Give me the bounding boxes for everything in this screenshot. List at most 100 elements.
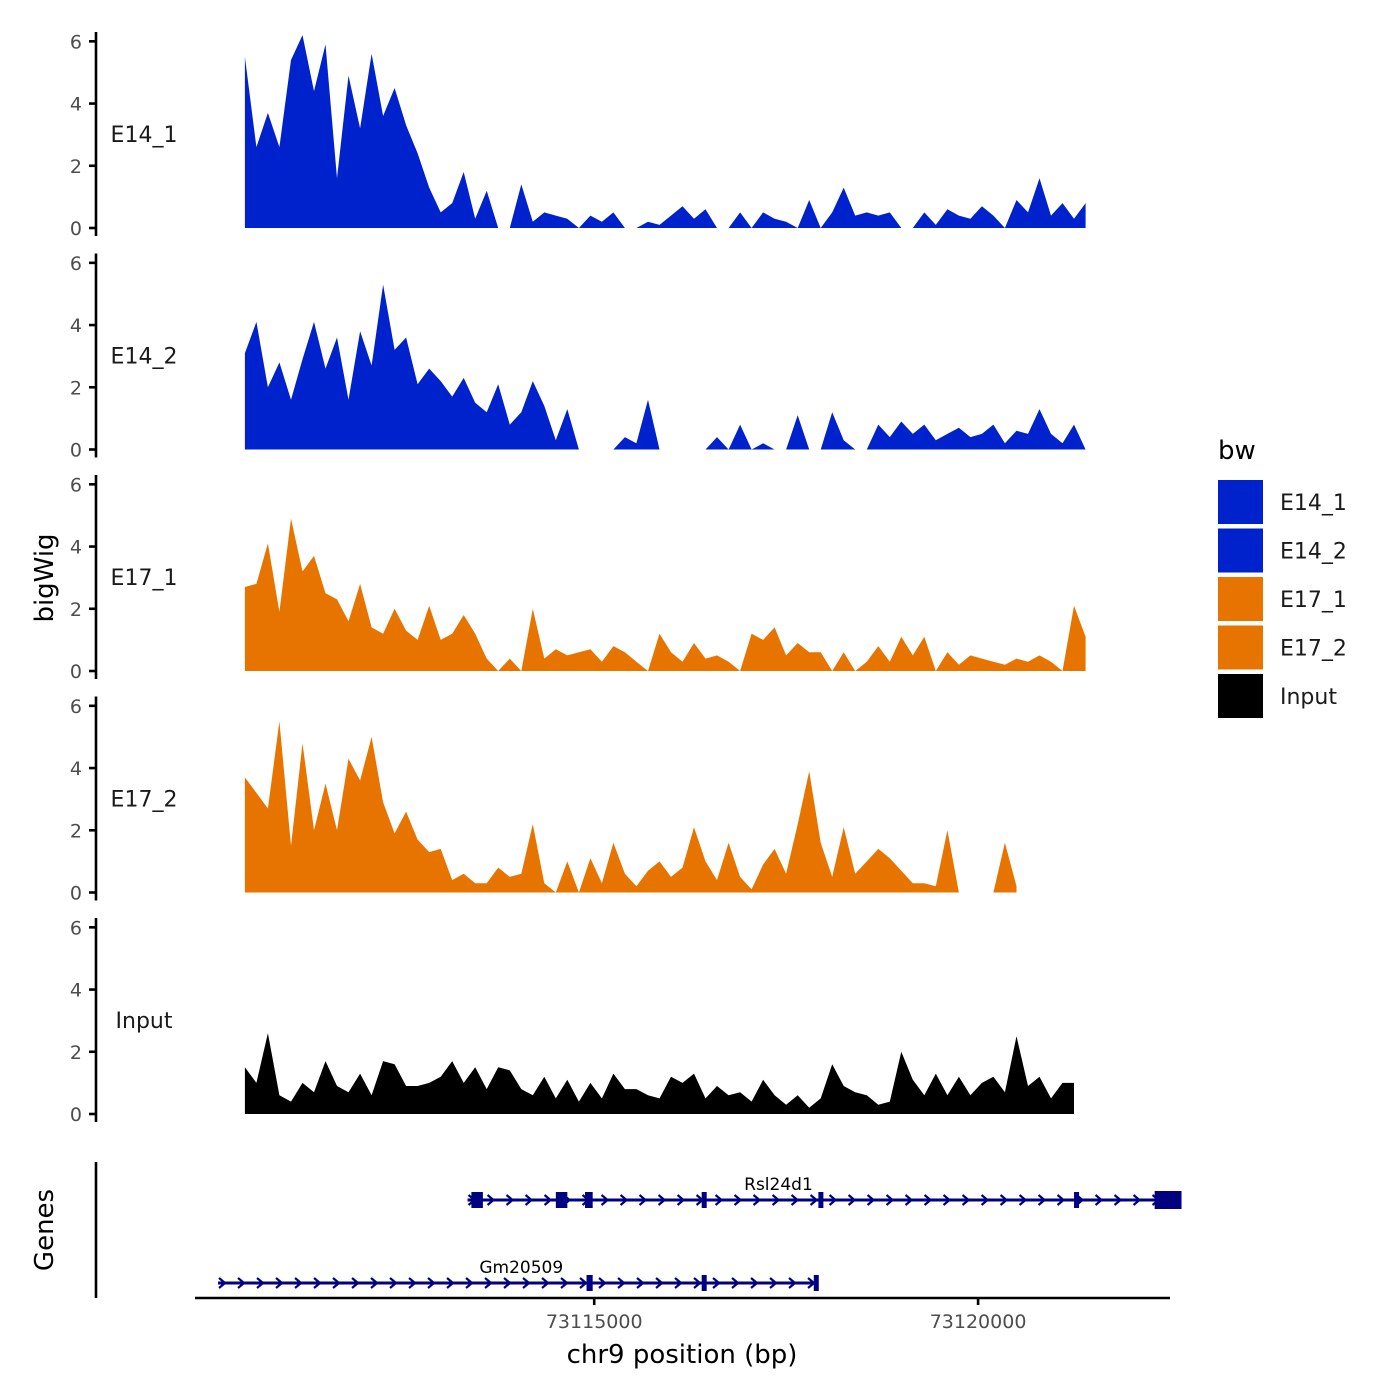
strand-arrow (370, 1277, 379, 1289)
legend-label-E14_1: E14_1 (1280, 491, 1347, 516)
area-E17_2 (244, 721, 1017, 893)
strand-arrow (866, 1194, 876, 1206)
y-tick-label-E17_1-2: 2 (70, 599, 82, 621)
exon-Rsl24d1-4 (701, 1192, 707, 1208)
area-E17_1 (244, 518, 1086, 671)
x-tick-label-73115000: 73115000 (546, 1311, 643, 1333)
track-Input: 0 2 4 6 Input (70, 917, 1074, 1126)
legend: E14_1 E14_2 E17_1 E17_2 Input (1218, 480, 1347, 718)
strand-arrow (484, 1277, 493, 1289)
strand-arrow (980, 1194, 990, 1206)
strand-arrow (1018, 1194, 1028, 1206)
strand-arrow (942, 1194, 952, 1206)
y-tick-label-E14_2-2: 2 (70, 377, 82, 399)
strand-arrow (522, 1277, 531, 1289)
strand-arrow (674, 1277, 683, 1289)
strand-arrow (218, 1277, 227, 1289)
track-label-E14_2: E14_2 (111, 345, 178, 370)
strand-arrow (560, 1277, 569, 1289)
strand-arrow (657, 1194, 667, 1206)
y-tick-label-E14_1-2: 2 (70, 156, 82, 178)
strand-arrow (1056, 1194, 1066, 1206)
y-tick-label-Input-0: 0 (70, 1104, 82, 1126)
exon-Gm20509-2 (701, 1275, 707, 1291)
gene-label-Rsl24d1: Rsl24d1 (744, 1175, 813, 1195)
strand-arrow (408, 1277, 417, 1289)
exon-Gm20509-3 (813, 1275, 819, 1291)
strand-arrow (788, 1277, 797, 1289)
legend-swatch-Input (1218, 674, 1263, 718)
exon-Gm20509-1 (586, 1275, 593, 1291)
strand-arrow (999, 1194, 1009, 1206)
strand-arrow (693, 1277, 702, 1289)
legend-label-E14_2: E14_2 (1280, 540, 1347, 565)
strand-arrow (237, 1277, 246, 1289)
track-E17_2: 0 2 4 6 E17_2 (70, 696, 1017, 905)
strand-arrow (351, 1277, 360, 1289)
strand-arrow (847, 1194, 857, 1206)
strand-arrow (505, 1194, 515, 1206)
strand-arrow (1113, 1194, 1123, 1206)
exon-Rsl24d1-1 (471, 1192, 483, 1208)
x-axis-title: chr9 position (bp) (567, 1340, 798, 1370)
strand-arrow (714, 1194, 724, 1206)
strand-arrow (828, 1194, 838, 1206)
y-tick-label-E14_1-4: 4 (70, 94, 82, 116)
exon-Rsl24d1-2 (555, 1192, 568, 1208)
strand-arrow (446, 1277, 455, 1289)
legend-swatch-E14_2 (1218, 528, 1263, 573)
strand-arrow (619, 1194, 629, 1206)
strand-arrow (486, 1194, 496, 1206)
strand-arrow (771, 1194, 781, 1206)
y-tick-label-E14_2-0: 0 (70, 440, 82, 462)
track-E14_1: 0 2 4 6 E14_1 (70, 31, 1086, 240)
y-tick-label-E14_2-6: 6 (70, 253, 82, 275)
strand-arrow (332, 1277, 341, 1289)
legend-label-Input: Input (1280, 685, 1337, 710)
y-tick-label-Input-4: 4 (70, 980, 82, 1002)
strand-arrow (733, 1194, 743, 1206)
legend-swatch-E14_1 (1218, 480, 1263, 524)
strand-arrow (712, 1277, 721, 1289)
exon-Rsl24d1-3 (585, 1192, 593, 1208)
strand-arrow (885, 1194, 895, 1206)
strand-arrow (752, 1194, 762, 1206)
strand-arrow (769, 1277, 778, 1289)
strand-arrow (294, 1277, 303, 1289)
track-E14_2: 0 2 4 6 E14_2 (70, 253, 1086, 462)
strand-arrow (543, 1194, 553, 1206)
exon-Rsl24d1-6 (1074, 1192, 1080, 1208)
y-tick-label-E17_2-6: 6 (70, 696, 82, 718)
gene-label-Gm20509: Gm20509 (479, 1258, 563, 1278)
genes-axis-title: Genes (30, 1189, 60, 1271)
gene-track: Rsl24d1 Gm20509 (218, 1175, 1182, 1291)
strand-arrow (638, 1194, 648, 1206)
strand-arrow (524, 1194, 534, 1206)
strand-arrow (1132, 1194, 1142, 1206)
strand-arrow (731, 1277, 740, 1289)
strand-arrow (541, 1277, 550, 1289)
track-label-E17_2: E17_2 (111, 788, 178, 813)
strand-arrow (636, 1277, 645, 1289)
gene-Rsl24d1: Rsl24d1 (467, 1175, 1182, 1209)
strand-arrow (750, 1277, 759, 1289)
strand-arrow (655, 1277, 664, 1289)
x-tick-label-73120000: 73120000 (930, 1311, 1027, 1333)
legend-swatch-E17_2 (1218, 625, 1263, 670)
legend-title: bw (1218, 436, 1256, 466)
strand-arrow (427, 1277, 436, 1289)
track-label-E17_1: E17_1 (111, 566, 178, 591)
strand-arrow (1094, 1194, 1104, 1206)
strand-arrow (790, 1194, 800, 1206)
x-axis-ticks: 73115000 73120000 (546, 1298, 1027, 1333)
strand-arrow (465, 1277, 474, 1289)
track-E17_1: 0 2 4 6 E17_1 (70, 474, 1086, 683)
y-tick-label-E17_1-0: 0 (70, 661, 82, 683)
strand-arrow (923, 1194, 933, 1206)
strand-arrow (503, 1277, 512, 1289)
strand-arrow (600, 1194, 610, 1206)
y-tick-label-E14_1-0: 0 (70, 218, 82, 240)
track-label-E14_1: E14_1 (111, 123, 178, 148)
